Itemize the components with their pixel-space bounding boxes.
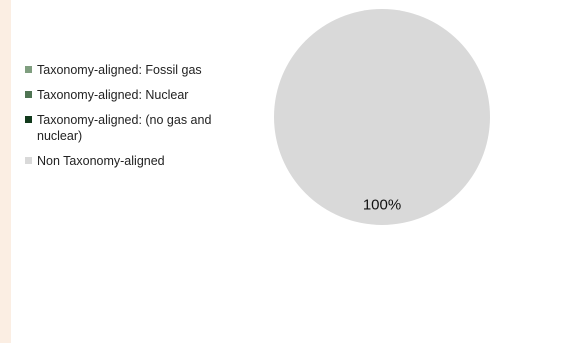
legend-item-non-aligned: Non Taxonomy-aligned	[25, 153, 225, 169]
legend-label-non-aligned: Non Taxonomy-aligned	[37, 154, 165, 168]
pie-slice-non-taxonomy-aligned	[274, 9, 490, 225]
legend-swatch-no-gas-nuclear	[25, 116, 32, 123]
pie-labels: 100%	[363, 197, 401, 214]
left-accent-strip	[0, 0, 11, 343]
pie-data-label-non-taxonomy-aligned: 100%	[363, 197, 401, 214]
legend-item-no-gas-nuclear: Taxonomy-aligned: (no gas and nuclear)	[25, 112, 225, 144]
legend-swatch-fossil-gas	[25, 66, 32, 73]
chart-legend: Taxonomy-aligned: Fossil gas Taxonomy-al…	[25, 62, 225, 178]
legend-item-nuclear: Taxonomy-aligned: Nuclear	[25, 87, 225, 103]
legend-item-fossil-gas: Taxonomy-aligned: Fossil gas	[25, 62, 225, 78]
legend-swatch-non-aligned	[25, 157, 32, 164]
legend-label-no-gas-nuclear: Taxonomy-aligned: (no gas and nuclear)	[37, 113, 212, 143]
pie-slices	[274, 9, 490, 225]
legend-label-nuclear: Taxonomy-aligned: Nuclear	[37, 88, 189, 102]
legend-swatch-nuclear	[25, 91, 32, 98]
legend-label-fossil-gas: Taxonomy-aligned: Fossil gas	[37, 63, 202, 77]
